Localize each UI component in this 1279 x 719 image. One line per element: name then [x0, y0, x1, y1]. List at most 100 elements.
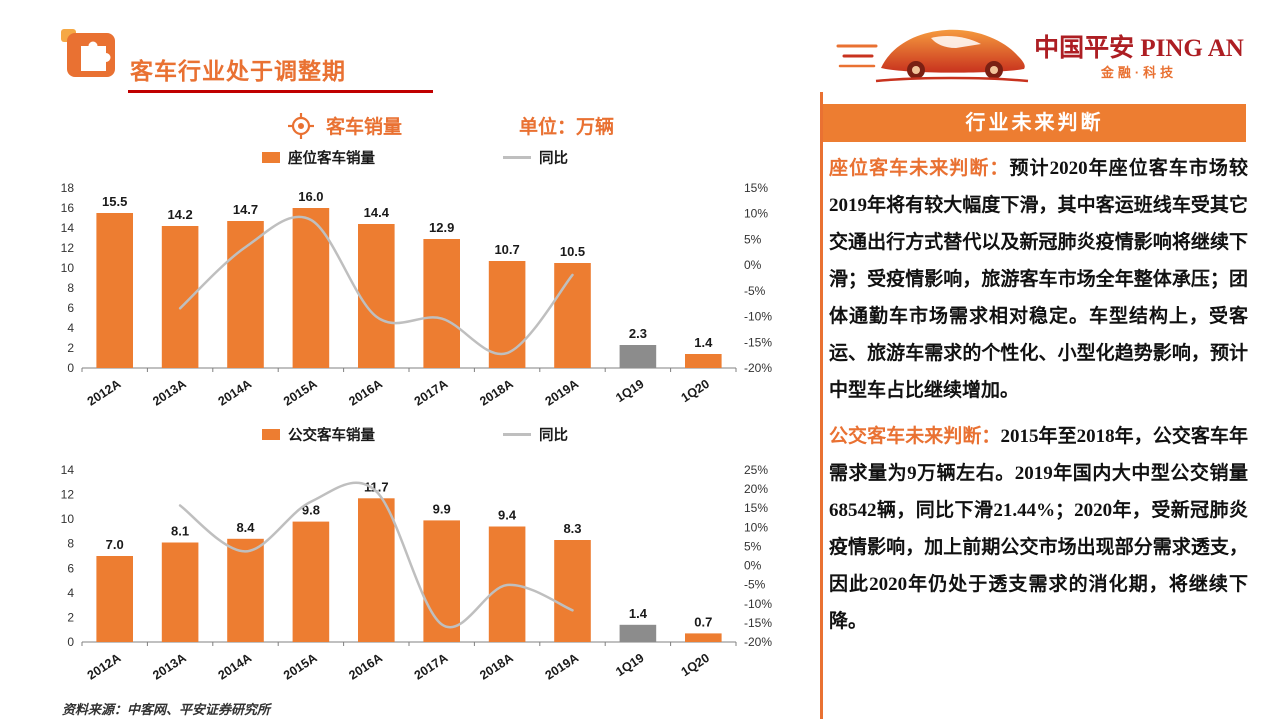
- chart-section-title: 客车销量: [326, 117, 403, 138]
- panel-paragraph-transit-bus: 公交客车未来判断：2015年至2018年，公交客车年需求量为9万辆左右。2019…: [829, 418, 1248, 640]
- svg-text:-5%: -5%: [744, 284, 766, 298]
- svg-text:12: 12: [61, 241, 75, 255]
- svg-text:18: 18: [61, 181, 75, 195]
- legend-label-seat-bus: 座位客车销量: [288, 151, 375, 167]
- svg-text:8: 8: [67, 281, 74, 295]
- bar-legend-swatch-icon: [262, 429, 280, 440]
- svg-text:0%: 0%: [744, 258, 762, 272]
- svg-text:-20%: -20%: [744, 635, 772, 649]
- paragraph-body: 预计2020年座位客车市场较2019年将有较大幅度下滑，其中客运班线车受其它交通…: [829, 158, 1248, 401]
- svg-text:-10%: -10%: [744, 310, 772, 324]
- svg-text:2016A: 2016A: [346, 651, 385, 683]
- svg-text:8.4: 8.4: [236, 520, 255, 535]
- svg-text:12.9: 12.9: [429, 220, 454, 235]
- line-legend-swatch-icon: [503, 433, 531, 436]
- panel-title: 行业未来判断: [823, 104, 1246, 142]
- svg-text:7.0: 7.0: [106, 537, 124, 552]
- svg-text:2018A: 2018A: [477, 651, 516, 683]
- svg-text:2: 2: [67, 341, 74, 355]
- svg-text:4: 4: [67, 586, 74, 600]
- svg-text:15.5: 15.5: [102, 194, 127, 209]
- svg-text:10.7: 10.7: [494, 242, 519, 257]
- svg-text:-15%: -15%: [744, 335, 772, 349]
- svg-text:4: 4: [67, 321, 74, 335]
- svg-text:11.7: 11.7: [364, 479, 389, 494]
- svg-text:14.2: 14.2: [167, 207, 192, 222]
- transit-bus-chart: 0 2 4 6 8 10 12 14 25% 20% 15% 10% 5% 0% -5% -10% -15% -2…: [61, 463, 773, 683]
- svg-text:2014A: 2014A: [216, 651, 255, 683]
- svg-text:10: 10: [61, 512, 75, 526]
- svg-text:2018A: 2018A: [477, 377, 516, 409]
- source-note: 资料来源：中客网、平安证券研究所: [62, 702, 271, 717]
- panel-paragraph-seat-bus: 座位客车未来判断：预计2020年座位客车市场较2019年将有较大幅度下滑，其中客…: [829, 150, 1248, 409]
- svg-text:0.7: 0.7: [694, 614, 712, 629]
- chart-section-header: 客车销量 单位：万辆: [288, 112, 614, 139]
- seat-bus-chart: 0 2 4 6 8 10 12 14 16 18 15% 10% 5% 0% -5% -10% -15% -20%…: [61, 181, 773, 409]
- panel-body: 座位客车未来判断：预计2020年座位客车市场较2019年将有较大幅度下滑，其中客…: [829, 150, 1248, 640]
- svg-text:2: 2: [67, 610, 74, 624]
- svg-text:20%: 20%: [744, 482, 768, 496]
- svg-text:2014A: 2014A: [216, 377, 255, 409]
- line-legend-swatch-icon: [503, 156, 531, 159]
- svg-text:2012A: 2012A: [85, 651, 124, 683]
- svg-text:1.4: 1.4: [694, 335, 713, 350]
- svg-text:15%: 15%: [744, 181, 768, 195]
- svg-text:2016A: 2016A: [346, 377, 385, 409]
- bar-legend-swatch-icon: [262, 152, 280, 163]
- svg-text:2017A: 2017A: [412, 651, 451, 683]
- legend-label-yoy: 同比: [539, 151, 568, 167]
- svg-text:-20%: -20%: [744, 361, 772, 375]
- svg-text:6: 6: [67, 301, 74, 315]
- svg-text:9.8: 9.8: [302, 503, 320, 518]
- svg-text:25%: 25%: [744, 463, 768, 477]
- svg-text:0%: 0%: [744, 559, 762, 573]
- svg-text:10: 10: [61, 261, 75, 275]
- svg-text:2019A: 2019A: [543, 377, 582, 409]
- svg-text:8.3: 8.3: [563, 521, 581, 536]
- page-title: 客车行业处于调整期: [130, 59, 346, 84]
- brand-logo-text: 中国平安 PING AN: [1034, 35, 1244, 62]
- svg-text:2012A: 2012A: [85, 377, 124, 409]
- puzzle-icon: [61, 29, 115, 77]
- legend-label-transit-bus: 公交客车销量: [288, 428, 375, 444]
- svg-text:10%: 10%: [744, 520, 768, 534]
- svg-text:1Q19: 1Q19: [613, 651, 646, 679]
- legend-label-yoy: 同比: [539, 428, 568, 444]
- svg-text:2017A: 2017A: [412, 377, 451, 409]
- svg-text:5%: 5%: [744, 539, 762, 553]
- svg-text:9.9: 9.9: [433, 501, 451, 516]
- svg-text:8: 8: [67, 537, 74, 551]
- svg-text:12: 12: [61, 488, 75, 502]
- svg-text:2019A: 2019A: [543, 651, 582, 683]
- svg-text:15%: 15%: [744, 501, 768, 515]
- svg-text:0: 0: [67, 635, 74, 649]
- svg-text:9.4: 9.4: [498, 508, 517, 523]
- svg-text:-10%: -10%: [744, 597, 772, 611]
- svg-text:14.4: 14.4: [364, 205, 390, 220]
- svg-text:2015A: 2015A: [281, 377, 320, 409]
- svg-text:1Q19: 1Q19: [613, 377, 646, 405]
- chart-unit-label: 单位：万辆: [519, 117, 615, 138]
- svg-text:14: 14: [61, 463, 75, 477]
- svg-text:1Q20: 1Q20: [679, 377, 712, 405]
- transit-chart-legend: 公交客车销量 同比: [262, 424, 568, 445]
- svg-text:2.3: 2.3: [629, 326, 647, 341]
- brand-tagline: 金融·科技: [1100, 65, 1178, 80]
- panel-left-rule-divider: [820, 92, 823, 719]
- svg-text:-5%: -5%: [744, 578, 766, 592]
- svg-text:5%: 5%: [744, 232, 762, 246]
- svg-text:14: 14: [61, 221, 75, 235]
- svg-text:8.1: 8.1: [171, 524, 189, 539]
- svg-text:2015A: 2015A: [281, 651, 320, 683]
- paragraph-body: 2015年至2018年，公交客车年需求量为9万辆左右。2019年国内大中型公交销…: [829, 426, 1248, 632]
- paragraph-heading: 座位客车未来判断：: [829, 158, 1010, 179]
- svg-text:2013A: 2013A: [150, 377, 189, 409]
- svg-text:1.4: 1.4: [629, 606, 648, 621]
- svg-text:0: 0: [67, 361, 74, 375]
- svg-text:2013A: 2013A: [150, 651, 189, 683]
- crosshair-target-icon: [288, 112, 314, 139]
- svg-text:6: 6: [67, 561, 74, 575]
- svg-text:16: 16: [61, 201, 75, 215]
- sports-car-icon: [836, 29, 1029, 83]
